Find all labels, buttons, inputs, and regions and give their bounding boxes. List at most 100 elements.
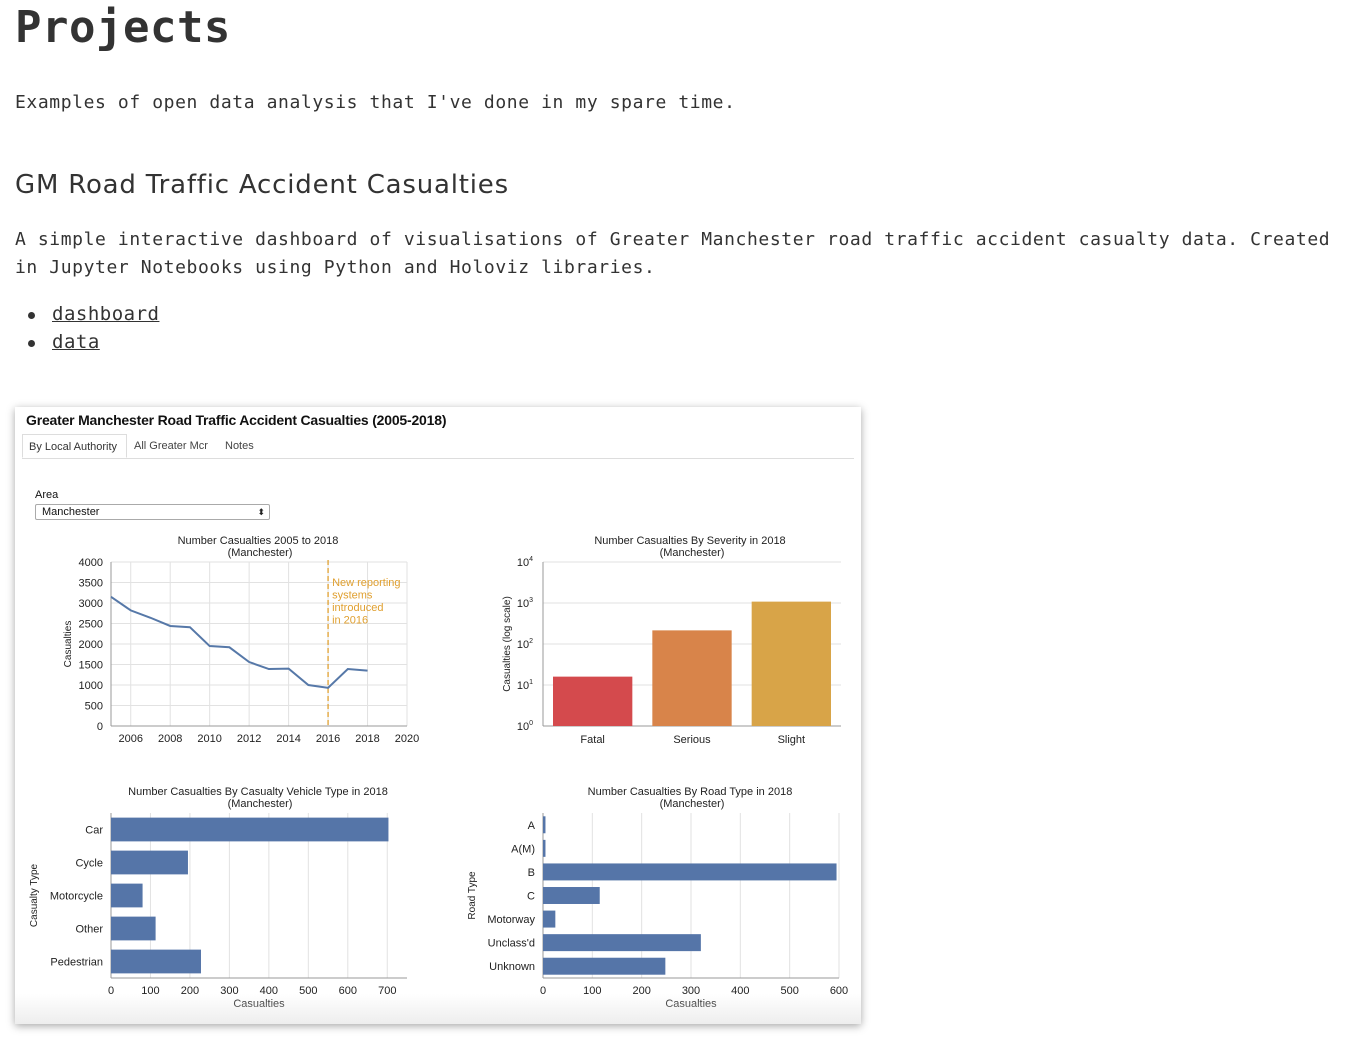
annotation-text: systems [332, 590, 373, 602]
page-intro: Examples of open data analysis that I've… [15, 92, 736, 113]
tick-label: 500 [299, 985, 317, 997]
x-axis-label: Casualties [665, 998, 717, 1010]
tick-label: 500 [85, 701, 103, 713]
chart-title: Number Casualties By Casualty Vehicle Ty… [128, 786, 388, 798]
chart-title: Number Casualties By Road Type in 2018 [588, 786, 793, 798]
tick-label: 104 [517, 556, 533, 569]
dashboard-screenshot: Greater Manchester Road Traffic Accident… [15, 407, 861, 1024]
annotation-text: in 2016 [332, 615, 368, 627]
category-label: Motorcycle [50, 891, 103, 903]
charts-canvas: Number Casualties 2005 to 2018(Mancheste… [29, 535, 848, 1010]
dashboard-tabs: By Local Authority All Greater Mcr Notes [22, 434, 854, 459]
y-axis-label: Casualties (log scale) [502, 596, 513, 692]
bar [111, 916, 156, 941]
tick-label: 300 [682, 985, 700, 997]
select-arrow-icon: ⬍ [257, 507, 265, 517]
tick-label: 0 [540, 985, 546, 997]
tick-label: 200 [632, 985, 650, 997]
tick-label: 600 [830, 985, 848, 997]
tick-label: 2012 [237, 733, 261, 745]
category-label: Slight [778, 734, 806, 746]
y-axis-label: Casualty Type [29, 863, 40, 927]
category-label: Pedestrian [50, 957, 103, 969]
tick-label: 100 [517, 720, 533, 733]
tick-label: 102 [517, 638, 533, 651]
tick-label: 300 [220, 985, 238, 997]
category-label: Motorway [487, 914, 535, 926]
annotation-text: introduced [332, 602, 383, 614]
tick-label: 0 [108, 985, 114, 997]
category-label: C [527, 891, 535, 903]
category-label: Car [85, 825, 103, 837]
chart-subtitle: (Manchester) [660, 798, 725, 810]
project-title: GM Road Traffic Accident Casualties [15, 170, 509, 200]
bar [543, 839, 546, 857]
bar [751, 601, 831, 726]
bar [652, 630, 732, 726]
tick-label: 600 [339, 985, 357, 997]
tick-label: 101 [517, 679, 533, 692]
tick-label: 2010 [197, 733, 221, 745]
category-label: Unclass'd [488, 938, 535, 950]
tick-label: 1000 [79, 680, 103, 692]
category-label: Fatal [580, 734, 604, 746]
bar [543, 816, 546, 834]
list-item: data [28, 328, 159, 356]
tick-label: 2006 [118, 733, 142, 745]
tick-label: 2000 [79, 639, 103, 651]
category-label: B [528, 867, 535, 879]
tick-label: 4000 [79, 557, 103, 569]
tick-label: 500 [780, 985, 798, 997]
area-label: Area [35, 489, 59, 501]
dashboard-link[interactable]: dashboard [52, 303, 160, 325]
bar [543, 863, 837, 881]
chart-subtitle: (Manchester) [228, 798, 293, 810]
dashboard-title: Greater Manchester Road Traffic Accident… [26, 412, 447, 428]
x-axis-label: Casualties [233, 998, 285, 1010]
area-select-value: Manchester [42, 506, 100, 518]
annotation-text: New reporting [332, 577, 400, 589]
y-axis-label: Road Type [467, 871, 478, 920]
bullet-icon [28, 340, 35, 347]
tick-label: 2016 [316, 733, 340, 745]
bar [543, 910, 556, 928]
tick-label: 1500 [79, 660, 103, 672]
tick-label: 3000 [79, 598, 103, 610]
tab-notes[interactable]: Notes [225, 440, 254, 452]
project-description: A simple interactive dashboard of visual… [15, 229, 1331, 278]
list-item: dashboard [28, 300, 159, 328]
tick-label: 2500 [79, 619, 103, 631]
tick-label: 0 [97, 721, 103, 733]
tab-all-greater-mcr[interactable]: All Greater Mcr [134, 440, 208, 452]
tick-label: 200 [181, 985, 199, 997]
bullet-icon [28, 312, 35, 319]
tick-label: 100 [583, 985, 601, 997]
project-links: dashboard data [28, 300, 159, 356]
page-title: Projects [15, 2, 231, 53]
chart-subtitle: (Manchester) [660, 547, 725, 559]
category-label: A [528, 820, 536, 832]
tick-label: 100 [141, 985, 159, 997]
data-link[interactable]: data [52, 331, 100, 353]
tick-label: 700 [378, 985, 396, 997]
category-label: Unknown [489, 961, 535, 973]
tick-label: 3500 [79, 578, 103, 590]
area-select[interactable]: Manchester ⬍ [35, 504, 270, 520]
chart-title: Number Casualties 2005 to 2018 [178, 535, 339, 547]
tick-label: 2018 [355, 733, 379, 745]
bar [543, 957, 666, 975]
bar [543, 934, 701, 952]
tick-label: 103 [517, 597, 533, 610]
category-label: A(M) [511, 843, 535, 855]
category-label: Serious [673, 734, 711, 746]
bar [111, 949, 201, 974]
category-label: Other [75, 924, 103, 936]
tick-label: 2008 [158, 733, 182, 745]
y-axis-label: Casualties [63, 621, 74, 668]
bar [111, 817, 389, 842]
chart-title: Number Casualties By Severity in 2018 [594, 535, 785, 547]
bar [543, 887, 600, 904]
tab-by-local-authority[interactable]: By Local Authority [22, 434, 127, 458]
chart-subtitle: (Manchester) [228, 547, 293, 559]
category-label: Cycle [75, 858, 103, 870]
